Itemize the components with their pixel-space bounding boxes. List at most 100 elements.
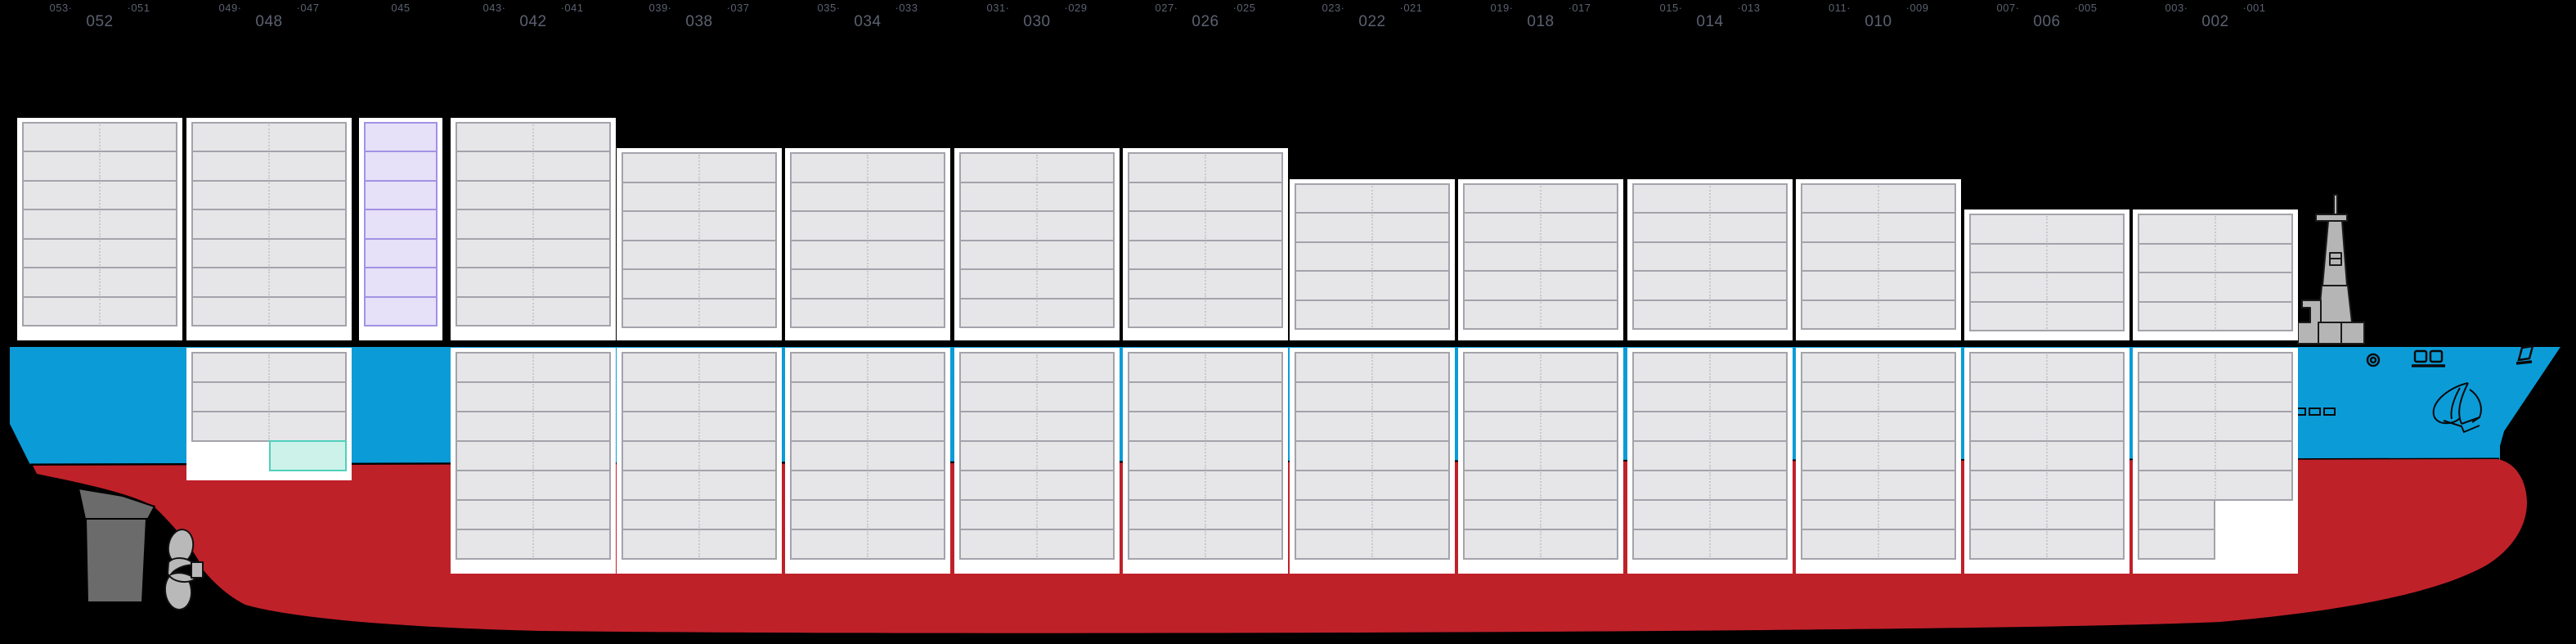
container-slot-bay-048[interactable]: [191, 179, 347, 210]
container-slot-bay-022[interactable]: [1295, 352, 1450, 383]
container-slot-highlight-purple-bay-045[interactable]: [364, 121, 438, 152]
container-slot-highlight-purple-bay-045[interactable]: [364, 209, 438, 240]
container-slot-bay-018[interactable]: [1463, 270, 1618, 301]
container-slot-highlight-purple-bay-045[interactable]: [364, 237, 438, 268]
container-slot-bay-034[interactable]: [790, 152, 945, 183]
container-slot-bay-042[interactable]: [456, 151, 611, 182]
container-slot-bay-038[interactable]: [622, 268, 777, 299]
container-slot-bay-018[interactable]: [1463, 440, 1618, 471]
container-slot-bay-010[interactable]: [1801, 352, 1956, 383]
container-slot-bay-006[interactable]: [1969, 499, 2125, 530]
container-slot-bay-014[interactable]: [1632, 352, 1788, 383]
container-slot-bay-048[interactable]: [191, 411, 347, 442]
container-slot-bay-022[interactable]: [1295, 411, 1450, 442]
container-slot-bay-052[interactable]: [22, 237, 177, 268]
container-slot-bay-042[interactable]: [456, 499, 611, 530]
container-slot-bay-006[interactable]: [1969, 529, 2125, 560]
container-slot-bay-034[interactable]: [790, 239, 945, 270]
container-slot-bay-014[interactable]: [1632, 270, 1788, 301]
container-slot-bay-014[interactable]: [1632, 299, 1788, 330]
container-slot-bay-014[interactable]: [1632, 241, 1788, 272]
container-slot-bay-038[interactable]: [622, 352, 777, 383]
container-slot-bay-006[interactable]: [1969, 352, 2125, 383]
container-slot-bay-042[interactable]: [456, 470, 611, 501]
container-slot-bay-038[interactable]: [622, 181, 777, 212]
container-slot-bay-018[interactable]: [1463, 470, 1618, 501]
container-slot-highlight-purple-bay-045[interactable]: [364, 151, 438, 182]
container-slot-bay-002[interactable]: [2138, 300, 2293, 331]
container-slot-bay-034[interactable]: [790, 381, 945, 412]
container-slot-bay-042[interactable]: [456, 121, 611, 152]
container-slot-bay-048[interactable]: [191, 352, 347, 383]
container-slot-bay-042[interactable]: [456, 411, 611, 442]
container-slot-bay-030[interactable]: [959, 297, 1115, 328]
container-slot-bay-026[interactable]: [1128, 411, 1283, 442]
container-slot-bay-038[interactable]: [622, 152, 777, 183]
container-slot-bay-042[interactable]: [456, 179, 611, 210]
container-slot-bay-002[interactable]: [2138, 242, 2293, 273]
container-slot-bay-022[interactable]: [1295, 241, 1450, 272]
container-slot-bay-022[interactable]: [1295, 299, 1450, 330]
container-slot-bay-038[interactable]: [622, 440, 777, 471]
container-slot-bay-042[interactable]: [456, 381, 611, 412]
container-slot-bay-006[interactable]: [1969, 300, 2125, 331]
container-slot-bay-030[interactable]: [959, 152, 1115, 183]
container-slot-bay-038[interactable]: [622, 239, 777, 270]
container-slot-bay-006[interactable]: [1969, 470, 2125, 501]
container-slot-bay-026[interactable]: [1128, 152, 1283, 183]
container-slot-bay-010[interactable]: [1801, 440, 1956, 471]
container-slot-bay-010[interactable]: [1801, 270, 1956, 301]
container-slot-bay-026[interactable]: [1128, 181, 1283, 212]
container-slot-bay-052[interactable]: [22, 267, 177, 298]
container-slot-bay-022[interactable]: [1295, 529, 1450, 560]
container-slot-highlight-purple-bay-045[interactable]: [364, 295, 438, 327]
container-slot-bay-002[interactable]: [2138, 529, 2215, 560]
container-slot-bay-002[interactable]: [2138, 499, 2215, 530]
container-slot-bay-022[interactable]: [1295, 212, 1450, 243]
container-slot-bay-038[interactable]: [622, 297, 777, 328]
container-slot-bay-002[interactable]: [2138, 440, 2293, 471]
container-slot-bay-042[interactable]: [456, 295, 611, 327]
container-slot-bay-010[interactable]: [1801, 470, 1956, 501]
container-slot-bay-052[interactable]: [22, 151, 177, 182]
container-slot-highlight-purple-bay-045[interactable]: [364, 267, 438, 298]
container-slot-bay-042[interactable]: [456, 352, 611, 383]
container-slot-bay-002[interactable]: [2138, 381, 2293, 412]
container-slot-bay-038[interactable]: [622, 499, 777, 530]
container-slot-bay-026[interactable]: [1128, 470, 1283, 501]
container-slot-bay-048[interactable]: [191, 121, 347, 152]
container-slot-bay-018[interactable]: [1463, 529, 1618, 560]
container-slot-bay-010[interactable]: [1801, 381, 1956, 412]
container-slot-bay-030[interactable]: [959, 499, 1115, 530]
container-slot-bay-052[interactable]: [22, 209, 177, 240]
container-slot-bay-022[interactable]: [1295, 270, 1450, 301]
container-slot-bay-026[interactable]: [1128, 440, 1283, 471]
container-slot-bay-026[interactable]: [1128, 268, 1283, 299]
container-slot-bay-006[interactable]: [1969, 440, 2125, 471]
container-slot-bay-048[interactable]: [191, 381, 347, 412]
container-slot-bay-030[interactable]: [959, 411, 1115, 442]
container-slot-bay-026[interactable]: [1128, 529, 1283, 560]
container-slot-bay-048[interactable]: [191, 295, 347, 327]
container-slot-bay-038[interactable]: [622, 470, 777, 501]
container-slot-bay-030[interactable]: [959, 470, 1115, 501]
container-slot-bay-014[interactable]: [1632, 470, 1788, 501]
container-slot-bay-022[interactable]: [1295, 470, 1450, 501]
container-slot-bay-006[interactable]: [1969, 381, 2125, 412]
container-slot-bay-006[interactable]: [1969, 272, 2125, 303]
container-slot-bay-006[interactable]: [1969, 411, 2125, 442]
container-slot-bay-030[interactable]: [959, 210, 1115, 241]
container-slot-bay-034[interactable]: [790, 352, 945, 383]
container-slot-bay-030[interactable]: [959, 529, 1115, 560]
container-slot-bay-014[interactable]: [1632, 182, 1788, 214]
container-slot-bay-026[interactable]: [1128, 297, 1283, 328]
container-slot-bay-030[interactable]: [959, 352, 1115, 383]
container-slot-bay-018[interactable]: [1463, 411, 1618, 442]
container-slot-bay-002[interactable]: [2138, 352, 2293, 383]
container-slot-bay-010[interactable]: [1801, 529, 1956, 560]
container-slot-bay-034[interactable]: [790, 440, 945, 471]
container-slot-bay-048[interactable]: [191, 237, 347, 268]
container-slot-bay-052[interactable]: [22, 121, 177, 152]
container-slot-bay-010[interactable]: [1801, 499, 1956, 530]
container-slot-bay-006[interactable]: [1969, 214, 2125, 245]
